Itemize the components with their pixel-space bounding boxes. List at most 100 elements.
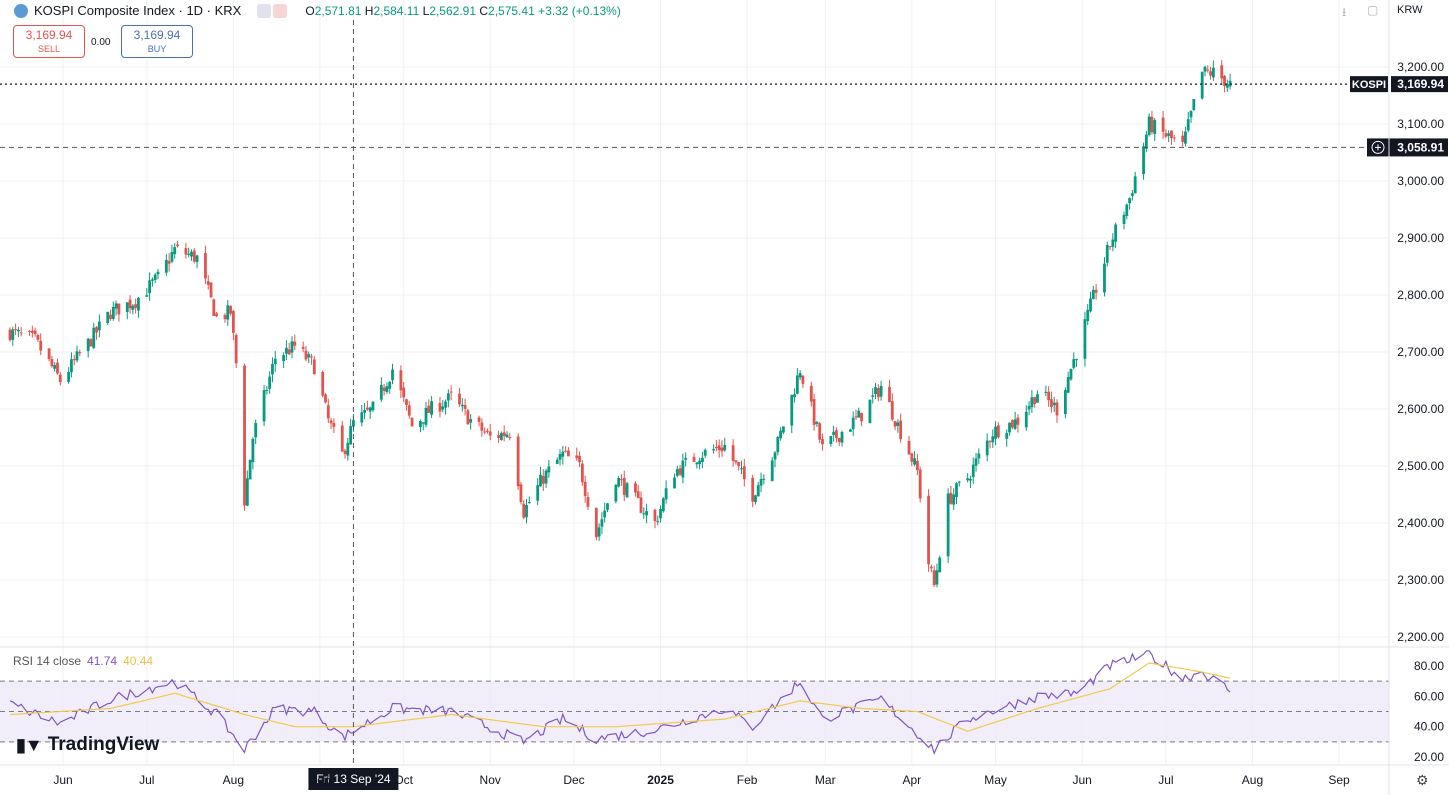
- candle-body: [860, 412, 863, 422]
- candle: [586, 492, 590, 511]
- candle-body: [304, 350, 308, 360]
- candle: [1147, 113, 1151, 137]
- candle: [516, 433, 520, 490]
- candle: [343, 448, 347, 459]
- candle: [86, 337, 90, 358]
- candle-body: [212, 299, 216, 316]
- settings-gear-icon[interactable]: ⚙: [1416, 772, 1429, 788]
- candle-body: [89, 339, 93, 347]
- candle-body: [497, 435, 501, 438]
- candle: [1223, 75, 1226, 93]
- candle-body: [1089, 298, 1092, 312]
- candle-body: [125, 302, 129, 312]
- candle-body: [70, 359, 73, 373]
- candle: [1200, 71, 1204, 100]
- candle-body: [1181, 135, 1185, 142]
- candle: [634, 481, 637, 497]
- time-tick-label: Mar: [815, 773, 836, 787]
- candle: [994, 421, 997, 446]
- candle: [583, 475, 587, 503]
- candle: [50, 355, 54, 368]
- candle-body: [656, 521, 660, 523]
- wave-icon[interactable]: [273, 3, 288, 18]
- candle: [282, 352, 286, 369]
- candle: [938, 555, 942, 573]
- candle: [1184, 126, 1187, 147]
- candle: [988, 440, 992, 449]
- candle: [661, 497, 665, 513]
- candle: [594, 507, 598, 541]
- candle-body: [145, 295, 149, 297]
- candle: [1114, 222, 1118, 249]
- candle-body: [991, 436, 995, 443]
- candle-body: [1144, 134, 1148, 149]
- candle: [527, 496, 531, 504]
- overlays: KOSPI 3,169.94 3,058.91 Fri 13 Sep '24: [0, 20, 1448, 790]
- candle: [567, 447, 570, 457]
- candle-body: [343, 450, 347, 455]
- tradingview-logo: ▮▼ TradingView: [16, 734, 159, 756]
- candle: [438, 396, 442, 418]
- indicator-toggle[interactable]: [257, 3, 288, 18]
- candle-body: [251, 438, 255, 463]
- candle: [72, 355, 76, 366]
- candle-body: [262, 390, 266, 422]
- candle: [460, 398, 464, 412]
- currency-label[interactable]: KRW: [1397, 4, 1423, 16]
- candle: [1091, 285, 1095, 300]
- candle: [486, 428, 489, 434]
- time-tick-label: Aug: [223, 773, 244, 787]
- arrow-down-icon[interactable]: ⭳: [1342, 5, 1347, 19]
- candle-body: [458, 393, 461, 405]
- candle: [1161, 110, 1165, 139]
- candle: [407, 401, 411, 419]
- candle-body: [642, 513, 646, 515]
- candle-body: [661, 498, 665, 512]
- maximize-icon[interactable]: ▢: [1367, 3, 1379, 17]
- candle-body: [731, 445, 735, 461]
- candle-body: [1225, 84, 1229, 88]
- candle-body: [254, 423, 258, 438]
- candle: [53, 362, 57, 372]
- buy-button[interactable]: 3,169.94 BUY: [121, 25, 193, 58]
- candle: [695, 462, 699, 469]
- candlestick-series[interactable]: [8, 60, 1232, 588]
- candle-body: [927, 495, 930, 565]
- candle: [1133, 171, 1137, 194]
- candle-body: [606, 503, 609, 510]
- candle-body: [441, 406, 445, 410]
- candle-body: [153, 274, 157, 280]
- candle-body: [851, 417, 855, 430]
- candle-body: [949, 492, 953, 504]
- candle-body: [770, 460, 774, 482]
- eye-icon[interactable]: [257, 3, 272, 18]
- candle: [271, 357, 274, 383]
- rsi-value: 41.74: [87, 654, 118, 668]
- candle: [47, 347, 51, 362]
- tradingview-wordmark: TradingView: [47, 734, 160, 755]
- candle: [212, 298, 216, 317]
- candle-body: [536, 485, 540, 501]
- candle: [801, 374, 805, 388]
- candle: [499, 431, 503, 441]
- candle-body: [385, 386, 389, 393]
- candle: [762, 474, 766, 485]
- candle-body: [109, 314, 112, 319]
- candle-body: [1013, 419, 1017, 429]
- candle: [840, 430, 844, 447]
- candle: [1153, 118, 1157, 141]
- candle: [349, 418, 353, 445]
- candle: [614, 484, 618, 504]
- kospi-tag-label: KOSPI: [1352, 79, 1386, 91]
- candle-body: [148, 280, 152, 294]
- candle-body: [128, 299, 132, 309]
- candle-body: [1069, 368, 1073, 380]
- sell-button[interactable]: 3,169.94 SELL: [13, 25, 85, 58]
- candle-body: [505, 434, 509, 437]
- candle: [969, 475, 972, 489]
- candle: [737, 461, 741, 471]
- candle: [890, 393, 894, 422]
- symbol-title[interactable]: KOSPI Composite Index · 1D · KRX: [34, 3, 242, 18]
- candle-body: [773, 452, 777, 460]
